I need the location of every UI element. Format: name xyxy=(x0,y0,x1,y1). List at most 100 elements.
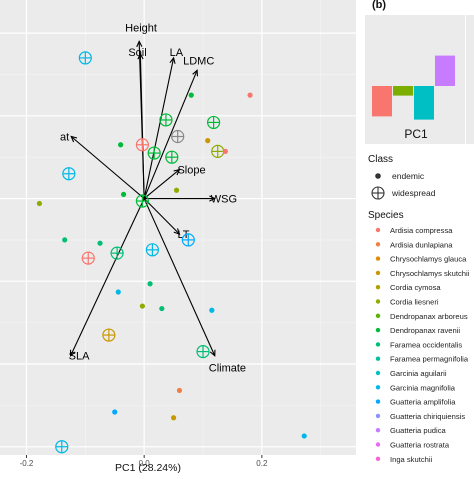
point-endemic xyxy=(115,289,121,295)
loading-label: Height xyxy=(125,22,157,34)
point-endemic xyxy=(188,92,194,98)
point-widespread xyxy=(55,440,69,454)
loading-label: LT xyxy=(177,229,189,241)
point-endemic xyxy=(159,305,165,312)
legend-species-item: Guatteria pudica xyxy=(375,426,446,435)
loading-label: at xyxy=(60,132,69,144)
point-endemic xyxy=(118,142,124,148)
point-endemic xyxy=(209,307,215,313)
svg-text:Guatteria chiriquiensis: Guatteria chiriquiensis xyxy=(390,412,465,421)
svg-text:Garcinia magnifolia: Garcinia magnifolia xyxy=(390,383,456,392)
svg-text:endemic: endemic xyxy=(392,171,425,181)
svg-text:Inga skutchii: Inga skutchii xyxy=(390,455,433,464)
svg-text:Dendropanax ravenii: Dendropanax ravenii xyxy=(390,326,460,335)
point-endemic xyxy=(97,240,103,246)
point-endemic xyxy=(62,237,68,243)
legend-species-item: Dendropanax ravenii xyxy=(375,326,460,335)
point-endemic xyxy=(112,409,118,415)
legend-species-item: Garcinia magnifolia xyxy=(375,383,456,392)
point-widespread xyxy=(207,115,221,130)
legend-species-item: Guatteria rostrata xyxy=(375,441,450,450)
point-widespread xyxy=(81,251,95,265)
svg-text:Garcinia aguilarii: Garcinia aguilarii xyxy=(390,369,447,378)
point-endemic xyxy=(170,415,177,421)
loading-arrow-lt: LT xyxy=(143,198,190,241)
svg-text:Chrysochlamys glauca: Chrysochlamys glauca xyxy=(390,255,467,264)
x-tick-label: 0.2 xyxy=(256,459,268,468)
loading-label: Climate xyxy=(209,363,246,375)
point-widespread xyxy=(62,167,76,181)
legend-species-item: Cordia cymosa xyxy=(375,283,441,292)
point-widespread xyxy=(78,51,92,65)
loading-label: WSG xyxy=(211,194,237,206)
panel-b-bar xyxy=(435,55,455,86)
point-endemic xyxy=(147,281,153,287)
point-endemic xyxy=(36,200,43,207)
biplot-background xyxy=(0,0,356,455)
loading-arrow-soil: Soil xyxy=(128,47,147,199)
legend-species-item: Dendropanax arboreus xyxy=(375,312,468,321)
point-endemic xyxy=(247,92,253,98)
svg-text:Ardisia dunlapiana: Ardisia dunlapiana xyxy=(390,240,453,249)
svg-text:Cordia cymosa: Cordia cymosa xyxy=(390,283,441,292)
svg-text:widespread: widespread xyxy=(391,188,436,198)
panel-b-label: (b) xyxy=(372,0,386,11)
point-widespread xyxy=(135,138,149,152)
svg-text:Faramea occidentalis: Faramea occidentalis xyxy=(390,340,462,349)
svg-text:Guatteria rostrata: Guatteria rostrata xyxy=(390,441,450,450)
svg-text:Dendropanax arboreus: Dendropanax arboreus xyxy=(390,312,468,321)
loading-arrow-slope: Slope xyxy=(143,165,206,199)
x-axis-ticks: -0.2 0.0 0.2 xyxy=(20,455,268,468)
point-widespread xyxy=(145,243,160,257)
svg-text:Chrysochlamys skutchii: Chrysochlamys skutchii xyxy=(390,269,470,278)
x-tick-label: -0.2 xyxy=(20,459,34,468)
panel-b-axis-label: PC1 xyxy=(404,127,428,141)
loading-label: LA xyxy=(170,47,184,59)
legend-species-item: Faramea occidentalis xyxy=(375,340,462,349)
panel-b-right-strip xyxy=(466,15,474,144)
score-points xyxy=(36,51,307,454)
legend-species-item: Guatteria chiriquiensis xyxy=(375,412,465,421)
x-tick-label: 0.0 xyxy=(139,459,151,468)
legend-species-item: Faramea permagnifolia xyxy=(375,355,469,364)
panel-b: (b) PC1 xyxy=(365,0,474,144)
legend-species-item: Cordia liesneri xyxy=(375,298,439,307)
legend-species-item: Chrysochlamys skutchii xyxy=(375,269,470,278)
loading-arrow-la: LA xyxy=(143,47,184,199)
svg-text:Cordia liesneri: Cordia liesneri xyxy=(390,298,439,307)
loading-arrow-wsg: WSG xyxy=(144,194,237,206)
legend-species-item: Chrysochlamys glauca xyxy=(375,255,467,264)
point-widespread xyxy=(102,328,116,342)
legend-species-items: Ardisia compressa Ardisia dunlapiana Chrys… xyxy=(375,226,470,464)
legend-class-items: endemic widespread xyxy=(371,171,436,200)
loading-label: LDMC xyxy=(183,55,214,67)
panel-b-bars xyxy=(372,55,455,120)
svg-text:Ardisia compressa: Ardisia compressa xyxy=(390,226,453,235)
legend-class-widespread: widespread xyxy=(371,186,436,200)
loading-arrow-at: at xyxy=(60,132,145,199)
legend-species-item: Inga skutchii xyxy=(375,455,433,464)
point-widespread xyxy=(147,146,161,160)
point-endemic xyxy=(301,433,307,439)
loading-arrow-climate: Climate xyxy=(143,198,246,375)
svg-text:Guatteria pudica: Guatteria pudica xyxy=(390,426,446,435)
legend-class-endemic: endemic xyxy=(375,171,425,181)
svg-text:Guatteria amplifolia: Guatteria amplifolia xyxy=(390,398,456,407)
point-widespread xyxy=(171,129,185,144)
svg-text:Faramea permagnifolia: Faramea permagnifolia xyxy=(390,355,469,364)
point-endemic xyxy=(176,387,183,394)
legend-species-title: Species xyxy=(368,210,404,221)
loading-label: SLA xyxy=(69,351,90,363)
legend-class-title: Class xyxy=(368,154,393,165)
panel-b-bar xyxy=(372,86,392,117)
point-widespread xyxy=(110,246,124,260)
point-widespread xyxy=(165,150,179,164)
point-widespread xyxy=(159,113,173,127)
legend: Class endemic widespread Species Ardisia … xyxy=(368,154,470,464)
point-widespread xyxy=(211,144,225,158)
legend-species-item: Ardisia dunlapiana xyxy=(375,240,453,249)
